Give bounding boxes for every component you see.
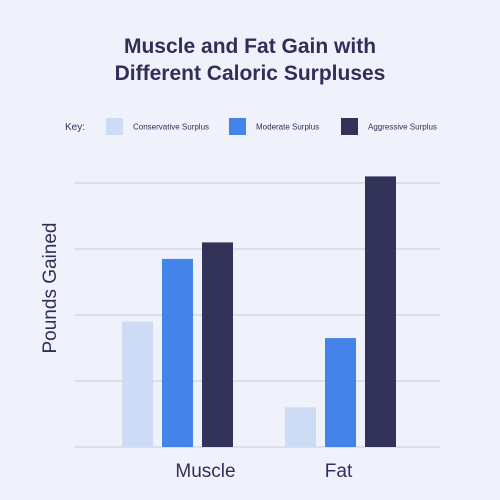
y-axis-label: Pounds Gained <box>40 223 61 354</box>
legend-label-0: Conservative Surplus <box>133 123 209 132</box>
category-label-fat: Fat <box>325 461 353 482</box>
bar-fat-aggressive-surplus <box>365 176 396 447</box>
chart-title-line-2: Different Caloric Surpluses <box>115 62 386 85</box>
bar-muscle-aggressive-surplus <box>202 242 233 447</box>
category-labels: Muscle Fat <box>175 461 353 482</box>
chart-title-line-1: Muscle and Fat Gain with <box>124 35 376 58</box>
bar-muscle-moderate-surplus <box>162 258 193 447</box>
bar-fat-moderate-surplus <box>325 338 356 447</box>
legend-label-1: Moderate Surplus <box>256 123 319 132</box>
legend-swatch-1 <box>229 118 246 135</box>
legend-swatch-0 <box>106 118 123 135</box>
legend-heading: Key: <box>65 122 85 133</box>
legend: Key: Conservative Surplus Moderate Surplu… <box>65 118 437 135</box>
bar-fat-conservative-surplus <box>285 407 316 447</box>
category-label-muscle: Muscle <box>175 461 235 482</box>
bars <box>122 176 396 447</box>
legend-swatch-2 <box>341 118 358 135</box>
legend-label-2: Aggressive Surplus <box>368 123 437 132</box>
bar-muscle-conservative-surplus <box>122 321 153 447</box>
